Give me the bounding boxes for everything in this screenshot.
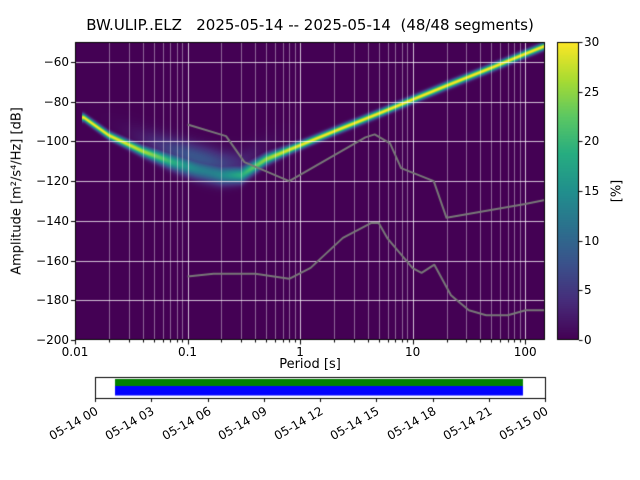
x-axis-label: Period [s]	[279, 357, 341, 372]
colorbar-label: [%]	[609, 179, 625, 203]
y-axis-label: Amplitude [m²/s⁴/Hz] [dB]	[9, 107, 25, 275]
chart-title: BW.ULIP..ELZ 2025-05-14 -- 2025-05-14 (4…	[86, 16, 534, 34]
